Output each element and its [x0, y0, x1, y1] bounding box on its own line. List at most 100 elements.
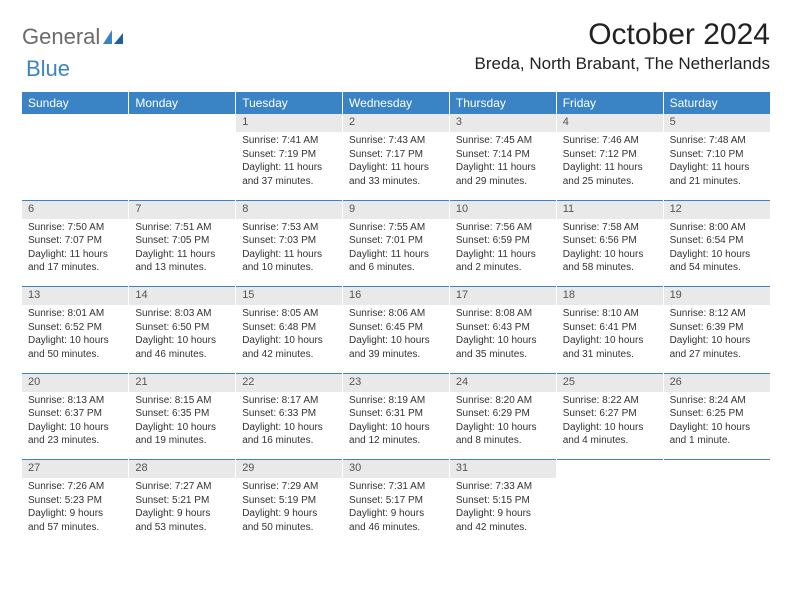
daylight-line: Daylight: 10 hours and 4 minutes. — [563, 421, 657, 448]
day-number-cell — [556, 460, 663, 478]
day-cell: Sunrise: 7:48 AMSunset: 7:10 PMDaylight:… — [663, 132, 770, 200]
sunrise-line: Sunrise: 7:31 AM — [349, 480, 443, 494]
day-number-cell: 24 — [449, 374, 556, 392]
day-number-cell: 14 — [129, 287, 236, 305]
sunset-line: Sunset: 6:56 PM — [563, 234, 657, 248]
day-cell: Sunrise: 8:01 AMSunset: 6:52 PMDaylight:… — [22, 305, 129, 373]
sunset-line: Sunset: 7:03 PM — [242, 234, 336, 248]
calendar-page: General October 2024 Breda, North Braban… — [0, 0, 792, 564]
day-number-row: 20212223242526 — [22, 374, 770, 392]
sail-icon — [102, 29, 124, 45]
sunrise-line: Sunrise: 8:06 AM — [349, 307, 443, 321]
sunrise-line: Sunrise: 8:24 AM — [670, 394, 764, 408]
weekday-header: Tuesday — [236, 92, 343, 114]
daylight-line: Daylight: 10 hours and 35 minutes. — [456, 334, 550, 361]
day-cell: Sunrise: 8:19 AMSunset: 6:31 PMDaylight:… — [343, 392, 450, 460]
day-number-cell: 3 — [449, 114, 556, 132]
sunrise-line: Sunrise: 8:10 AM — [563, 307, 657, 321]
daylight-line: Daylight: 11 hours and 25 minutes. — [563, 161, 657, 188]
brand-logo: General — [22, 24, 126, 50]
weekday-header-row: SundayMondayTuesdayWednesdayThursdayFrid… — [22, 92, 770, 114]
daylight-line: Daylight: 10 hours and 23 minutes. — [28, 421, 122, 448]
weekday-header: Saturday — [663, 92, 770, 114]
day-number-cell: 23 — [343, 374, 450, 392]
sunset-line: Sunset: 6:59 PM — [456, 234, 550, 248]
day-number-cell: 8 — [236, 201, 343, 219]
day-cell: Sunrise: 8:10 AMSunset: 6:41 PMDaylight:… — [556, 305, 663, 373]
day-cell: Sunrise: 7:33 AMSunset: 5:15 PMDaylight:… — [449, 478, 556, 546]
sunset-line: Sunset: 6:41 PM — [563, 321, 657, 335]
day-number-cell: 25 — [556, 374, 663, 392]
sunset-line: Sunset: 5:23 PM — [28, 494, 122, 508]
weekday-header: Monday — [129, 92, 236, 114]
daylight-line: Daylight: 10 hours and 58 minutes. — [563, 248, 657, 275]
daylight-line: Daylight: 11 hours and 6 minutes. — [349, 248, 443, 275]
day-number-cell: 31 — [449, 460, 556, 478]
day-number-cell: 15 — [236, 287, 343, 305]
daylight-line: Daylight: 11 hours and 17 minutes. — [28, 248, 122, 275]
day-number-row: 2728293031 — [22, 460, 770, 478]
day-cell: Sunrise: 7:51 AMSunset: 7:05 PMDaylight:… — [129, 219, 236, 287]
day-cell: Sunrise: 8:08 AMSunset: 6:43 PMDaylight:… — [449, 305, 556, 373]
daylight-line: Daylight: 9 hours and 53 minutes. — [135, 507, 229, 534]
day-number-row: 6789101112 — [22, 201, 770, 219]
daylight-line: Daylight: 9 hours and 46 minutes. — [349, 507, 443, 534]
day-cell — [663, 478, 770, 546]
weekday-header: Wednesday — [343, 92, 450, 114]
day-cell: Sunrise: 8:24 AMSunset: 6:25 PMDaylight:… — [663, 392, 770, 460]
day-body-row: Sunrise: 8:01 AMSunset: 6:52 PM Daylight:… — [22, 305, 770, 373]
day-number-row: 13141516171819 — [22, 287, 770, 305]
sunset-line: Sunset: 5:15 PM — [456, 494, 550, 508]
day-cell: Sunrise: 8:05 AMSunset: 6:48 PMDaylight:… — [236, 305, 343, 373]
day-cell: Sunrise: 7:53 AMSunset: 7:03 PMDaylight:… — [236, 219, 343, 287]
daylight-line: Daylight: 10 hours and 1 minute. — [670, 421, 764, 448]
calendar-table: SundayMondayTuesdayWednesdayThursdayFrid… — [22, 92, 770, 546]
day-number-cell: 11 — [556, 201, 663, 219]
daylight-line: Daylight: 10 hours and 54 minutes. — [670, 248, 764, 275]
sunset-line: Sunset: 5:21 PM — [135, 494, 229, 508]
sunset-line: Sunset: 6:54 PM — [670, 234, 764, 248]
sunrise-line: Sunrise: 7:53 AM — [242, 221, 336, 235]
daylight-line: Daylight: 10 hours and 42 minutes. — [242, 334, 336, 361]
location-text: Breda, North Brabant, The Netherlands — [475, 54, 770, 74]
day-number-cell: 2 — [343, 114, 450, 132]
sunrise-line: Sunrise: 8:15 AM — [135, 394, 229, 408]
daylight-line: Daylight: 11 hours and 10 minutes. — [242, 248, 336, 275]
day-number-cell: 26 — [663, 374, 770, 392]
daylight-line: Daylight: 11 hours and 33 minutes. — [349, 161, 443, 188]
sunrise-line: Sunrise: 7:46 AM — [563, 134, 657, 148]
day-cell: Sunrise: 8:22 AMSunset: 6:27 PMDaylight:… — [556, 392, 663, 460]
daylight-line: Daylight: 11 hours and 37 minutes. — [242, 161, 336, 188]
sunrise-line: Sunrise: 7:56 AM — [456, 221, 550, 235]
day-cell: Sunrise: 7:26 AMSunset: 5:23 PMDaylight:… — [22, 478, 129, 546]
daylight-line: Daylight: 10 hours and 46 minutes. — [135, 334, 229, 361]
day-cell: Sunrise: 7:27 AMSunset: 5:21 PMDaylight:… — [129, 478, 236, 546]
day-number-cell: 18 — [556, 287, 663, 305]
sunset-line: Sunset: 6:25 PM — [670, 407, 764, 421]
sunrise-line: Sunrise: 8:19 AM — [349, 394, 443, 408]
brand-word2: Blue — [26, 56, 70, 82]
daylight-line: Daylight: 11 hours and 29 minutes. — [456, 161, 550, 188]
day-number-cell: 17 — [449, 287, 556, 305]
day-cell: Sunrise: 8:15 AMSunset: 6:35 PMDaylight:… — [129, 392, 236, 460]
day-body-row: Sunrise: 7:41 AMSunset: 7:19 PMDaylight:… — [22, 132, 770, 200]
day-cell: Sunrise: 8:20 AMSunset: 6:29 PMDaylight:… — [449, 392, 556, 460]
day-number-cell: 10 — [449, 201, 556, 219]
day-number-cell: 7 — [129, 201, 236, 219]
sunrise-line: Sunrise: 8:08 AM — [456, 307, 550, 321]
daylight-line: Daylight: 9 hours and 57 minutes. — [28, 507, 122, 534]
day-cell: Sunrise: 8:06 AMSunset: 6:45 PMDaylight:… — [343, 305, 450, 373]
sunset-line: Sunset: 6:52 PM — [28, 321, 122, 335]
day-cell: Sunrise: 7:58 AMSunset: 6:56 PMDaylight:… — [556, 219, 663, 287]
day-number-cell: 13 — [22, 287, 129, 305]
sunset-line: Sunset: 6:43 PM — [456, 321, 550, 335]
day-number-cell: 22 — [236, 374, 343, 392]
sunset-line: Sunset: 6:50 PM — [135, 321, 229, 335]
sunrise-line: Sunrise: 8:01 AM — [28, 307, 122, 321]
day-number-row: 12345 — [22, 114, 770, 132]
sunrise-line: Sunrise: 7:58 AM — [563, 221, 657, 235]
day-number-cell: 4 — [556, 114, 663, 132]
sunset-line: Sunset: 6:29 PM — [456, 407, 550, 421]
sunset-line: Sunset: 7:10 PM — [670, 148, 764, 162]
day-number-cell: 1 — [236, 114, 343, 132]
